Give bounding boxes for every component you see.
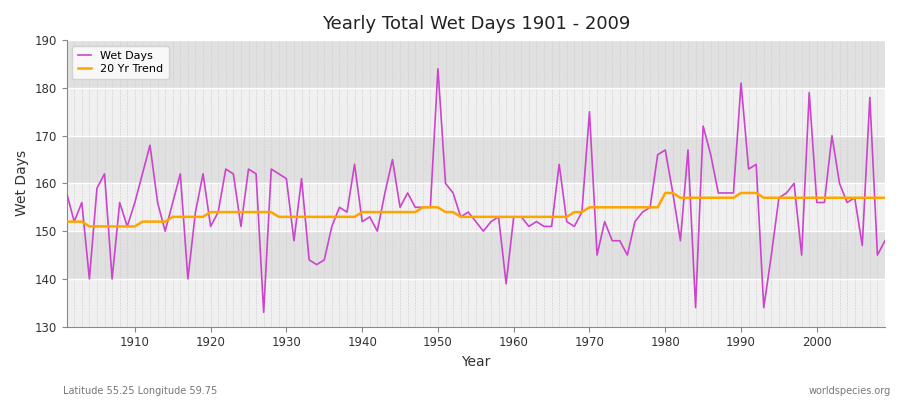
Wet Days: [122, 224, 132, 229]
Text: worldspecies.org: worldspecies.org: [809, 386, 891, 396]
Wet Days: [615, 238, 626, 243]
20 Yr Trend: [84, 224, 94, 229]
Bar: [67, 279, 885, 327]
Wet Days: [61, 190, 72, 195]
Bar: [67, 231, 885, 279]
Wet Days: [433, 66, 444, 71]
Wet Days: [258, 310, 269, 315]
20 Yr Trend: [130, 224, 140, 229]
20 Yr Trend: [516, 214, 526, 219]
Line: Wet Days: Wet Days: [67, 69, 885, 312]
20 Yr Trend: [342, 214, 353, 219]
Bar: [67, 40, 885, 88]
X-axis label: Year: Year: [461, 355, 491, 369]
Y-axis label: Wet Days: Wet Days: [15, 150, 29, 216]
Text: Latitude 55.25 Longitude 59.75: Latitude 55.25 Longitude 59.75: [63, 386, 217, 396]
20 Yr Trend: [660, 190, 670, 195]
Wet Days: [524, 224, 535, 229]
Wet Days: [342, 210, 353, 214]
Bar: [67, 184, 885, 231]
Title: Yearly Total Wet Days 1901 - 2009: Yearly Total Wet Days 1901 - 2009: [321, 15, 630, 33]
Wet Days: [879, 238, 890, 243]
20 Yr Trend: [508, 214, 519, 219]
20 Yr Trend: [879, 195, 890, 200]
20 Yr Trend: [61, 219, 72, 224]
Legend: Wet Days, 20 Yr Trend: Wet Days, 20 Yr Trend: [72, 46, 168, 79]
Bar: [67, 88, 885, 136]
20 Yr Trend: [296, 214, 307, 219]
Line: 20 Yr Trend: 20 Yr Trend: [67, 193, 885, 226]
Wet Days: [516, 214, 526, 219]
20 Yr Trend: [607, 205, 617, 210]
Bar: [67, 136, 885, 184]
Wet Days: [296, 176, 307, 181]
